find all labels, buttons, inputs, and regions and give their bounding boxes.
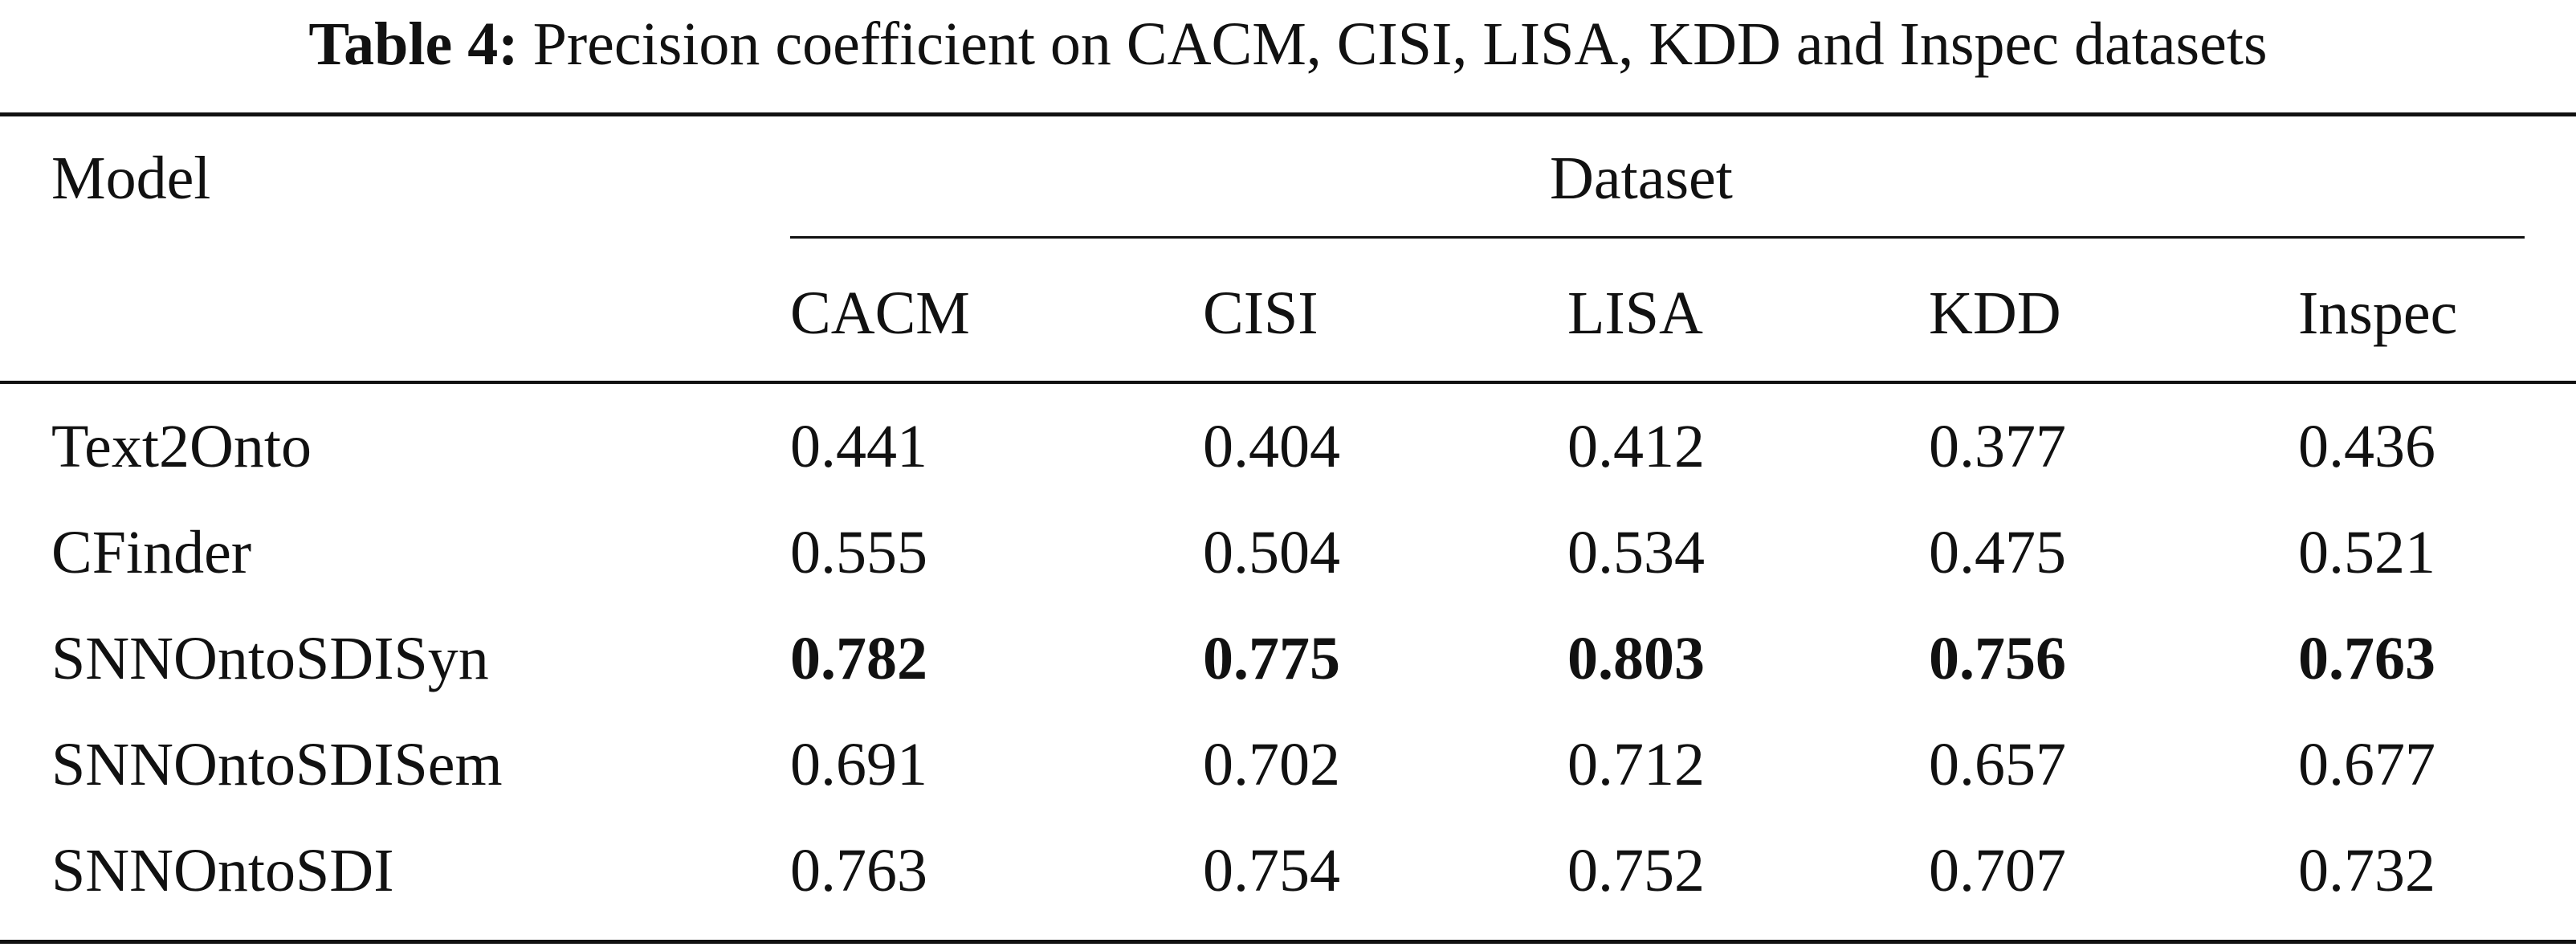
column-header-kdd: KDD bbox=[1929, 280, 2061, 347]
caption-text: Precision coefficient on CACM, CISI, LIS… bbox=[532, 10, 2268, 78]
table-caption: Table 4: Precision coefficient on CACM, C… bbox=[0, 0, 2576, 88]
column-header-cisi: CISI bbox=[1203, 280, 1319, 347]
caption-label: Table 4: bbox=[308, 10, 519, 78]
row-model-snnontosdisem: SNNOntoSDISem bbox=[51, 731, 503, 798]
table-top-rule bbox=[0, 112, 2576, 116]
row-model-cfinder: CFinder bbox=[51, 519, 252, 586]
cell-text2onto-lisa: 0.412 bbox=[1567, 413, 1705, 480]
cell-snnontosdisem-cacm: 0.691 bbox=[790, 731, 927, 798]
row-model-snnontosdi: SNNOntoSDI bbox=[51, 837, 394, 904]
cell-snnontosdi-inspec: 0.732 bbox=[2298, 837, 2435, 904]
cell-text2onto-inspec: 0.436 bbox=[2298, 413, 2435, 480]
cell-snnontosdi-cisi: 0.754 bbox=[1203, 837, 1340, 904]
header-model: Model bbox=[51, 145, 211, 212]
header-bottom-rule bbox=[0, 381, 2576, 384]
cell-snnontosdisem-kdd: 0.657 bbox=[1929, 731, 2066, 798]
cell-cfinder-cacm: 0.555 bbox=[790, 519, 927, 586]
cell-snnontosdisyn-cacm: 0.782 bbox=[790, 625, 927, 692]
cell-cfinder-lisa: 0.534 bbox=[1567, 519, 1705, 586]
column-header-cacm: CACM bbox=[790, 280, 970, 347]
cell-snnontosdisyn-lisa: 0.803 bbox=[1567, 625, 1705, 692]
column-header-lisa: LISA bbox=[1567, 280, 1703, 347]
cell-snnontosdisyn-inspec: 0.763 bbox=[2298, 625, 2435, 692]
header-dataset-group: Dataset bbox=[1550, 145, 1733, 212]
cell-text2onto-cacm: 0.441 bbox=[790, 413, 927, 480]
cell-cfinder-kdd: 0.475 bbox=[1929, 519, 2066, 586]
dataset-group-rule bbox=[790, 236, 2525, 239]
cell-text2onto-kdd: 0.377 bbox=[1929, 413, 2066, 480]
cell-snnontosdi-kdd: 0.707 bbox=[1929, 837, 2066, 904]
cell-snnontosdisem-cisi: 0.702 bbox=[1203, 731, 1340, 798]
row-model-text2onto: Text2Onto bbox=[51, 413, 312, 480]
cell-snnontosdisyn-cisi: 0.775 bbox=[1203, 625, 1340, 692]
cell-snnontosdisem-lisa: 0.712 bbox=[1567, 731, 1705, 798]
cell-snnontosdisem-inspec: 0.677 bbox=[2298, 731, 2435, 798]
column-header-inspec: Inspec bbox=[2298, 280, 2458, 347]
table-bottom-rule bbox=[0, 940, 2576, 944]
cell-snnontosdisyn-kdd: 0.756 bbox=[1929, 625, 2066, 692]
cell-snnontosdi-lisa: 0.752 bbox=[1567, 837, 1705, 904]
cell-snnontosdi-cacm: 0.763 bbox=[790, 837, 927, 904]
row-model-snnontosdisyn: SNNOntoSDISyn bbox=[51, 625, 489, 692]
cell-cfinder-inspec: 0.521 bbox=[2298, 519, 2435, 586]
cell-text2onto-cisi: 0.404 bbox=[1203, 413, 1340, 480]
cell-cfinder-cisi: 0.504 bbox=[1203, 519, 1340, 586]
